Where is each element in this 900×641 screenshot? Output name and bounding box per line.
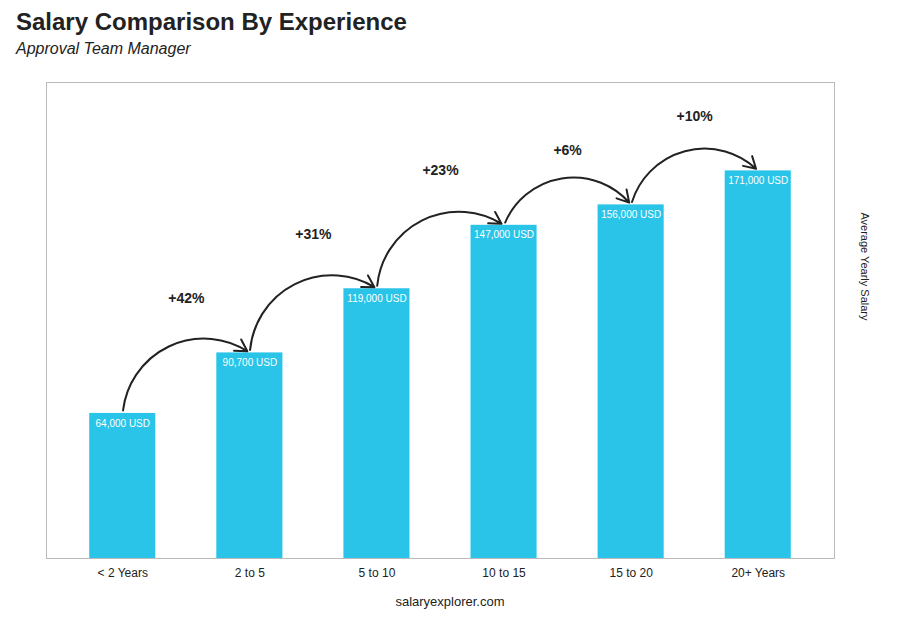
svg-text:+6%: +6% xyxy=(553,142,582,158)
svg-text:Average Yearly Salary: Average Yearly Salary xyxy=(859,212,871,321)
svg-text:+42%: +42% xyxy=(168,290,205,306)
svg-text:< 2 Years: < 2 Years xyxy=(98,566,148,580)
html-text:Approval Team Manager: Approval Team Manager xyxy=(16,40,191,57)
svg-text:+23%: +23% xyxy=(422,162,459,178)
svg-text:119,000 USD: 119,000 USD xyxy=(347,293,406,304)
svg-text:+10%: +10% xyxy=(677,108,714,124)
svg-text:147,000 USD: 147,000 USD xyxy=(474,229,534,240)
svg-text:+31%: +31% xyxy=(295,226,332,242)
svg-text:64,000 USD: 64,000 USD xyxy=(96,418,150,429)
svg-text:20+ Years: 20+ Years xyxy=(731,566,785,580)
svg-text:2 to 5: 2 to 5 xyxy=(235,566,265,580)
html-text:salaryexplorer.com: salaryexplorer.com xyxy=(395,594,505,609)
svg-text:15 to 20: 15 to 20 xyxy=(609,566,653,580)
svg-text:5 to 10: 5 to 10 xyxy=(359,566,396,580)
svg-text:10 to 15: 10 to 15 xyxy=(482,566,526,580)
svg-text:171,000 USD: 171,000 USD xyxy=(728,175,788,186)
html-text:Salary Comparison By Experienc: Salary Comparison By Experience xyxy=(16,8,407,35)
svg-text:156,000 USD: 156,000 USD xyxy=(601,209,661,220)
svg-text:90,700 USD: 90,700 USD xyxy=(223,357,277,368)
